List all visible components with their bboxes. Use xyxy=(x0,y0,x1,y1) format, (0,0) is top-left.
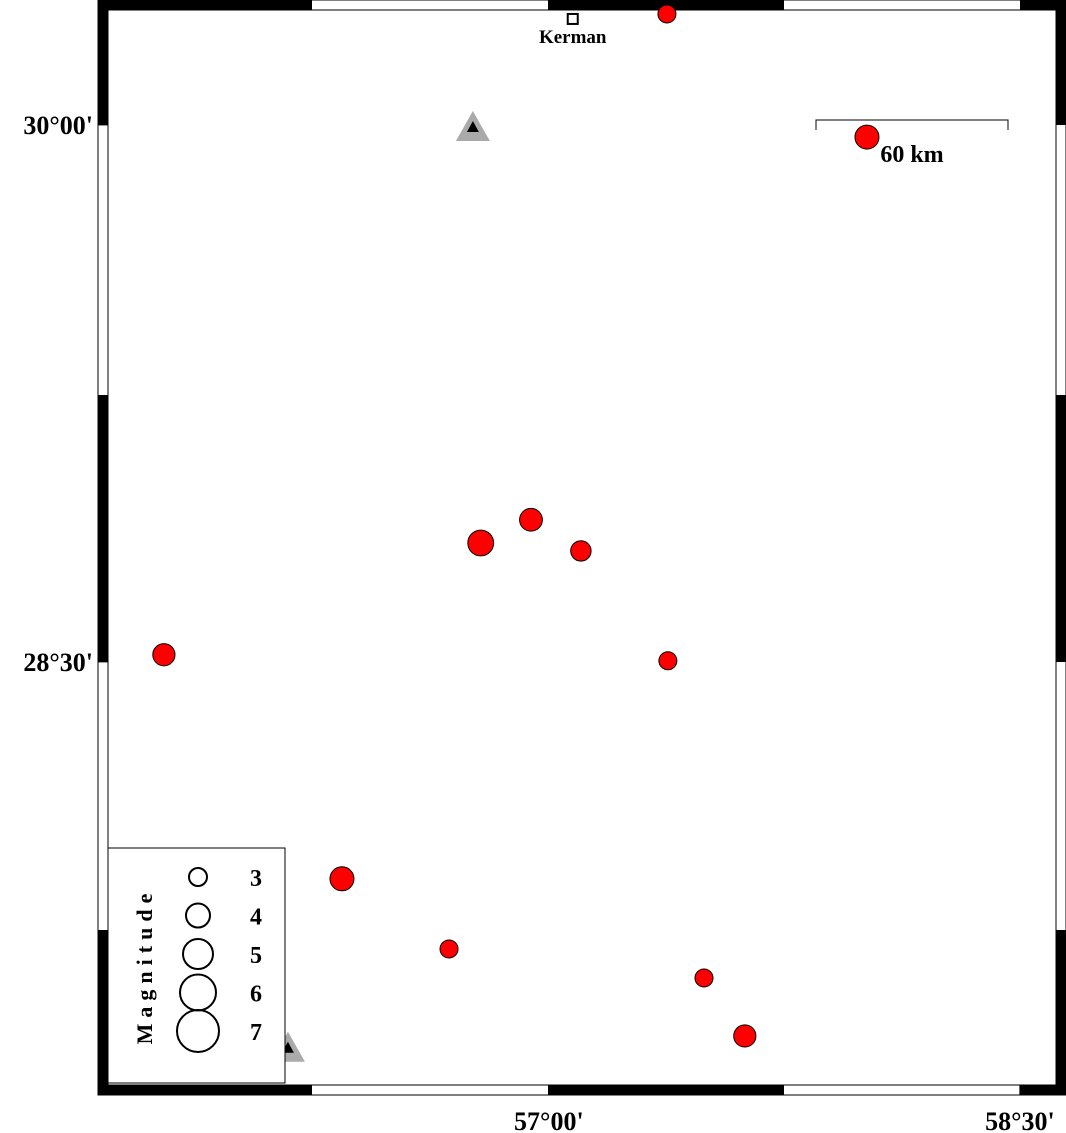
city-label: Kerman xyxy=(539,27,607,48)
event xyxy=(329,866,355,892)
city-marker xyxy=(566,12,579,25)
legend-symbol xyxy=(176,1009,220,1053)
legend-label: 7 xyxy=(250,1020,262,1046)
event xyxy=(152,643,176,667)
lon-tick-label: 57°00' xyxy=(514,1107,584,1133)
legend-symbol xyxy=(188,867,208,887)
event xyxy=(658,651,678,671)
scale-bar xyxy=(815,119,1009,130)
legend-label: 6 xyxy=(250,982,262,1008)
legend: Magnitude 3 4 5 6 7 xyxy=(107,847,286,1084)
event xyxy=(854,124,880,150)
event xyxy=(657,4,677,24)
legend-label: 4 xyxy=(250,905,262,931)
scale-label: 60 km xyxy=(880,142,943,168)
event xyxy=(519,507,543,532)
lat-tick-label: 30°00' xyxy=(23,111,93,140)
legend-label: 3 xyxy=(250,866,262,892)
station-core xyxy=(466,121,479,133)
legend-label: 5 xyxy=(250,943,262,969)
event xyxy=(467,529,495,557)
legend-symbol xyxy=(182,938,214,970)
lon-tick-label: 58°30' xyxy=(985,1107,1055,1133)
event xyxy=(570,540,592,562)
event xyxy=(439,939,459,959)
legend-symbol xyxy=(185,902,211,929)
event xyxy=(733,1024,757,1048)
lat-tick-label: 28°30' xyxy=(23,648,93,677)
legend-title: Magnitude xyxy=(132,888,157,1045)
event xyxy=(694,968,714,988)
